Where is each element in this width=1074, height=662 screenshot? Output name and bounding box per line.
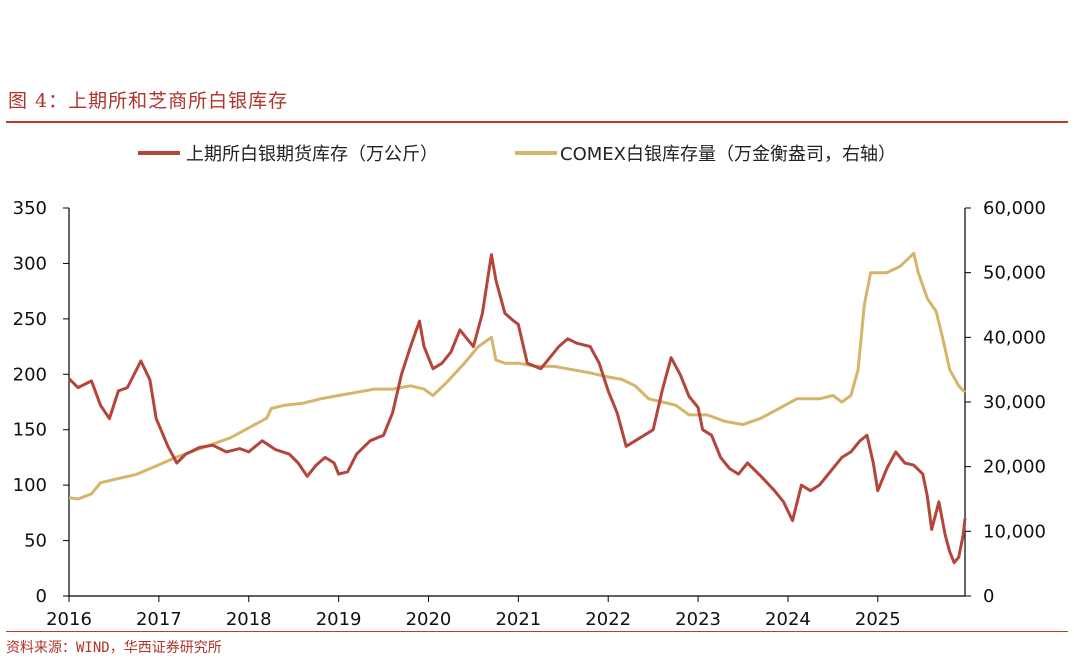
- y-tick-label-right: 40,000: [983, 327, 1046, 348]
- y-tick-label-right: 0: [983, 586, 994, 607]
- series-line-shfe: [67, 253, 967, 565]
- title-divider: [6, 121, 1068, 123]
- y-tick-label-left: 200: [13, 364, 47, 385]
- y-tick-label-left: 100: [13, 475, 47, 496]
- x-tick-label: 2019: [316, 609, 362, 630]
- footer-divider: [6, 631, 1068, 632]
- y-tick-label-right: 20,000: [983, 457, 1046, 478]
- source-note: 资料来源：WIND，华西证券研究所: [6, 640, 222, 656]
- x-tick-label: 2023: [675, 609, 721, 630]
- figure-title: 图 4：上期所和芝商所白银库存: [8, 90, 289, 112]
- y-tick-label-right: 30,000: [983, 392, 1046, 413]
- series-lines: [67, 251, 967, 565]
- y-tick-label-right: 60,000: [983, 198, 1046, 219]
- x-tick-label: 2018: [226, 609, 272, 630]
- y-tick-label-left: 300: [13, 253, 47, 274]
- legend: 上期所白银期货库存（万公斤） COMEX白银库存量（万金衡盎司，右轴）: [138, 144, 896, 165]
- x-tick-label: 2020: [406, 609, 452, 630]
- axes: 0 50 100 150 200 250 300 350 0 10,000 20,000 30,000…: [13, 198, 1046, 630]
- y-tick-label-right: 10,000: [983, 521, 1046, 542]
- y-tick-label-left: 0: [36, 586, 47, 607]
- x-tick-label: 2021: [495, 609, 541, 630]
- legend-label-comex: COMEX白银库存量（万金衡盎司，右轴）: [560, 144, 896, 165]
- series-line-comex: [68, 251, 967, 501]
- y-tick-label-left: 350: [13, 198, 47, 219]
- y-tick-label-right: 50,000: [983, 263, 1046, 284]
- x-tick-label: 2017: [136, 609, 182, 630]
- y-tick-label-left: 250: [13, 309, 47, 330]
- y-tick-label-left: 50: [24, 531, 47, 552]
- x-tick-label: 2016: [46, 609, 92, 630]
- x-tick-label: 2024: [765, 609, 811, 630]
- x-tick-label: 2022: [585, 609, 631, 630]
- legend-label-shfe: 上期所白银期货库存（万公斤）: [186, 144, 438, 165]
- y-tick-label-left: 150: [13, 420, 47, 441]
- x-tick-label: 2025: [855, 609, 901, 630]
